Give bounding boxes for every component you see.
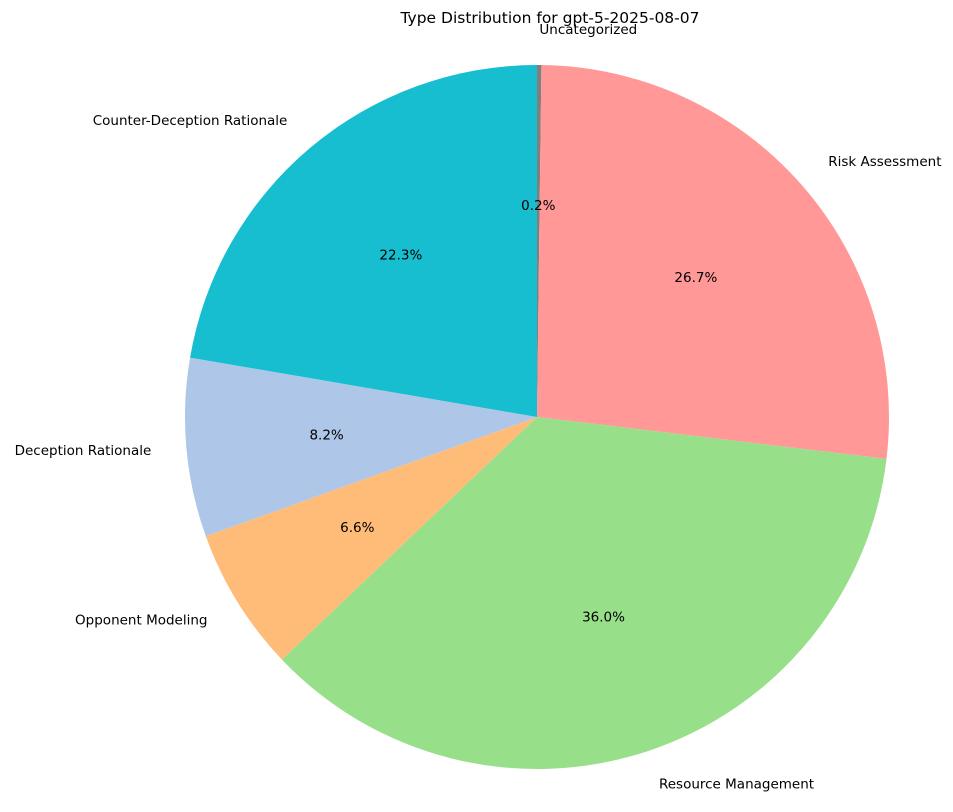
slice-percent-resource-management: 36.0% <box>582 609 625 625</box>
pie-slice-risk-assessment <box>537 65 890 459</box>
pie-slice-uncategorized <box>537 65 542 417</box>
slice-percent-risk-assessment: 26.7% <box>674 270 717 286</box>
slice-percent-deception-rationale: 8.2% <box>309 428 343 444</box>
chart-title: Type Distribution for gpt-5-2025-08-07 <box>399 9 699 27</box>
pie-labels: Uncategorized 0.2% Risk Assessment 26.7% Res… <box>15 22 942 793</box>
slice-label-deception-rationale: Deception Rationale <box>15 443 152 459</box>
pie-slice-counter-deception-rationale <box>190 65 537 417</box>
slice-label-risk-assessment: Risk Assessment <box>828 154 941 170</box>
slice-label-opponent-modeling: Opponent Modeling <box>75 612 207 628</box>
pie-slice-deception-rationale <box>185 357 537 537</box>
slice-percent-opponent-modeling: 6.6% <box>340 520 374 536</box>
pie-slices <box>185 65 890 770</box>
slice-percent-counter-deception-rationale: 22.3% <box>379 248 422 264</box>
pie-slice-opponent-modeling <box>205 417 537 660</box>
slice-label-resource-management: Resource Management <box>659 776 814 792</box>
slice-label-counter-deception-rationale: Counter-Deception Rationale <box>93 113 288 129</box>
pie-slice-resource-management <box>281 417 887 770</box>
slice-label-uncategorized: Uncategorized <box>539 22 637 38</box>
slice-percent-uncategorized: 0.2% <box>521 198 555 214</box>
